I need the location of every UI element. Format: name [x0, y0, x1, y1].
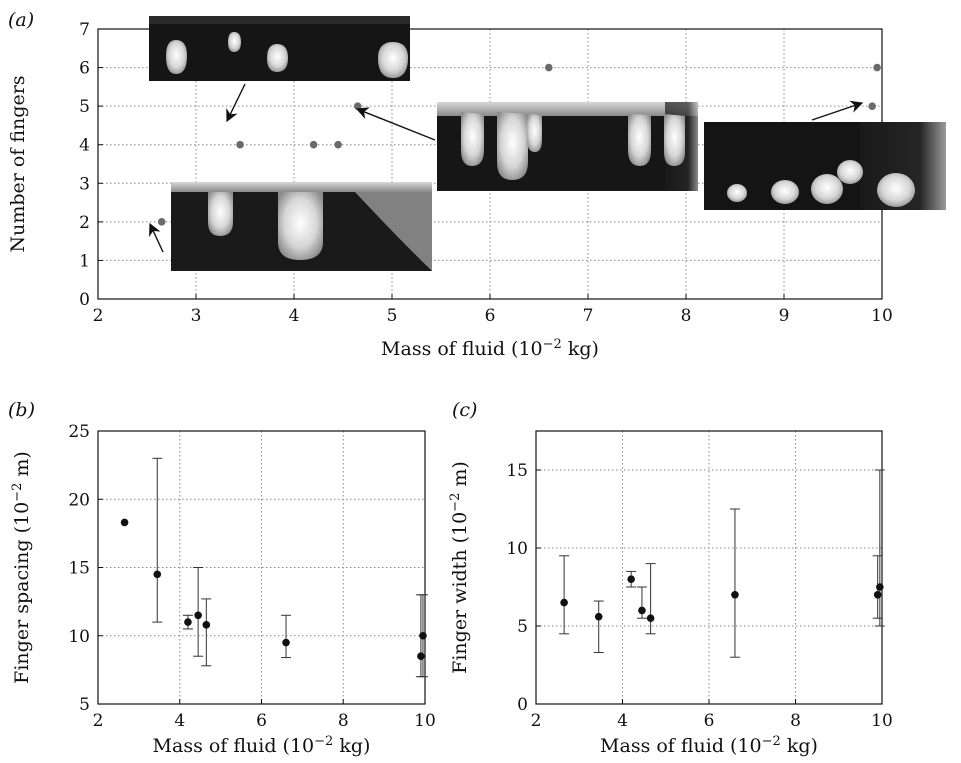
data-point	[646, 614, 655, 622]
data-point	[873, 63, 881, 72]
x-tick-label: 9	[779, 306, 790, 326]
x-tick-label: 2	[93, 306, 104, 326]
data-point	[282, 638, 290, 647]
data-point	[731, 591, 739, 599]
data-point	[153, 570, 162, 579]
x-axis-label: Mass of fluid (10−2 kg)	[153, 734, 371, 757]
arrow-to-5-fingers-large	[811, 100, 864, 121]
data-point	[194, 611, 202, 620]
data-point	[876, 583, 884, 591]
x-tick-label: 8	[681, 306, 692, 326]
inset-photo-2-fingers	[171, 182, 432, 271]
y-tick-label: 15	[68, 559, 90, 579]
y-tick-label: 15	[506, 461, 528, 481]
data-point	[334, 140, 342, 149]
data-point	[868, 102, 876, 110]
x-axis-label: Mass of fluid (10−2 kg)	[600, 734, 818, 757]
inset-photo-6-fingers	[149, 16, 410, 81]
panel-a-chart: 2 3 4 5 6 7 8 9 10 0 1 2 3 4 5 6 7 Mass of fluid (10−2 kg…	[7, 20, 893, 360]
x-tick-label: 6	[256, 711, 267, 731]
y-tick-label: 5	[79, 695, 90, 715]
panel-label-a: (a)	[8, 9, 34, 31]
data-point	[120, 518, 129, 527]
panel-label-c: (c)	[452, 399, 477, 421]
x-axis-label: Mass of fluid (10−2 kg)	[381, 337, 599, 360]
y-tick-label: 2	[79, 213, 90, 233]
data-point	[202, 621, 211, 629]
panel-b-chart: 2 4 6 8 10 5 10 15 20 25 Mass of fluid (10−2 kg) Fi…	[10, 422, 436, 757]
data-point	[638, 606, 646, 615]
y-axis-label: Finger width (10−2 m)	[448, 461, 471, 674]
y-tick-label: 5	[517, 617, 528, 637]
data-point	[236, 140, 244, 149]
x-tick-label: 8	[790, 711, 801, 731]
x-tick-label: 5	[387, 306, 398, 326]
y-tick-label: 0	[79, 290, 90, 310]
panel-label-b: (b)	[8, 399, 35, 421]
y-tick-label: 10	[506, 539, 528, 559]
x-tick-label: 6	[485, 306, 496, 326]
data-point	[560, 598, 568, 607]
data-point	[417, 652, 425, 661]
arrow-to-2-fingers	[149, 222, 164, 253]
y-tick-label: 4	[79, 136, 90, 156]
x-tick-label: 10	[871, 711, 893, 731]
x-tick-label: 8	[338, 711, 349, 731]
arrow-to-6-fingers	[226, 83, 246, 123]
x-tick-label: 6	[704, 711, 715, 731]
data-point	[873, 591, 882, 599]
x-tick-label: 4	[174, 711, 185, 731]
y-tick-label: 0	[517, 695, 528, 715]
x-tick-label: 10	[414, 711, 436, 731]
y-axis-label: Number of fingers	[7, 75, 29, 252]
x-tick-label: 7	[583, 306, 594, 326]
x-tick-label: 4	[289, 306, 300, 326]
y-tick-label: 3	[79, 174, 90, 194]
y-tick-label: 6	[79, 59, 90, 79]
x-tick-label: 10	[871, 306, 893, 326]
y-tick-label: 7	[79, 20, 90, 40]
panel-c-chart: 2 4 6 8 10 0 5 10 15 Mass of fluid (10−2 kg) Finge…	[448, 430, 893, 757]
y-tick-label: 5	[79, 97, 90, 117]
data-point	[184, 618, 192, 626]
inset-photo-5-fingers	[437, 102, 698, 191]
y-axis-label: Finger spacing (10−2 m)	[10, 451, 33, 684]
y-tick-label: 20	[68, 490, 90, 510]
x-tick-label: 2	[93, 711, 104, 731]
data-point	[309, 140, 318, 149]
inset-photo-5-fingers-large	[704, 122, 946, 210]
data-point	[419, 631, 427, 640]
y-tick-label: 10	[68, 627, 90, 647]
data-point	[594, 612, 603, 621]
x-tick-label: 3	[191, 306, 202, 326]
data-point	[157, 218, 166, 226]
x-tick-label: 2	[531, 711, 542, 731]
data-point	[627, 575, 635, 583]
y-tick-label: 1	[79, 251, 90, 271]
y-tick-label: 25	[68, 422, 90, 442]
data-point	[545, 63, 553, 72]
x-tick-label: 4	[617, 711, 628, 731]
arrow-to-5-fingers	[355, 107, 436, 141]
